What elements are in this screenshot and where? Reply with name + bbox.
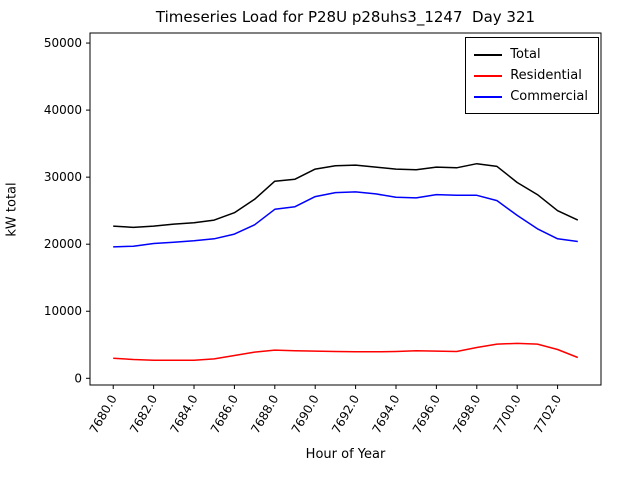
x-tick-label: 7694.0 bbox=[369, 393, 402, 436]
x-tick-label: 7702.0 bbox=[531, 393, 564, 436]
legend-item-residential: Residential bbox=[474, 65, 588, 86]
x-tick-label: 7700.0 bbox=[491, 393, 524, 436]
axes-frame bbox=[89, 32, 602, 386]
x-tick-label: 7692.0 bbox=[329, 393, 362, 436]
y-tick-label: 10000 bbox=[44, 304, 82, 318]
legend-item-commercial: Commercial bbox=[474, 86, 588, 107]
legend-line-sample-commercial bbox=[474, 95, 503, 98]
legend-item-total: Total bbox=[474, 44, 588, 65]
x-tick-label: 7688.0 bbox=[248, 393, 281, 436]
y-tick-label: 0 bbox=[74, 371, 82, 385]
x-tick-label: 7680.0 bbox=[87, 393, 120, 436]
y-tick-label: 40000 bbox=[44, 103, 82, 117]
y-tick-label: 20000 bbox=[44, 237, 82, 251]
chart-title: Timeseries Load for P28U p28uhs3_1247 Da… bbox=[155, 8, 536, 26]
y-axis-label: kW total bbox=[4, 182, 20, 237]
x-axis-label: Hour of Year bbox=[305, 447, 386, 462]
x-tick-label: 7686.0 bbox=[208, 393, 241, 436]
legend-line-sample-total bbox=[474, 53, 503, 56]
legend: Total Residential Commercial bbox=[465, 37, 599, 114]
x-tick-label: 7684.0 bbox=[167, 393, 200, 436]
legend-label-total: Total bbox=[510, 47, 541, 62]
series-line-commercial bbox=[113, 191, 578, 248]
x-tick-label: 7690.0 bbox=[289, 393, 322, 436]
legend-label-residential: Residential bbox=[510, 68, 582, 83]
legend-line-sample-residential bbox=[474, 74, 503, 77]
x-tick-label: 7682.0 bbox=[127, 393, 160, 436]
x-tick-label: 7696.0 bbox=[410, 393, 443, 436]
series-line-residential bbox=[113, 342, 579, 361]
series-line-total bbox=[113, 162, 579, 229]
y-tick-label: 50000 bbox=[44, 36, 82, 50]
x-tick-label: 7698.0 bbox=[450, 393, 483, 436]
legend-label-commercial: Commercial bbox=[510, 89, 588, 104]
y-tick-label: 30000 bbox=[44, 170, 82, 184]
